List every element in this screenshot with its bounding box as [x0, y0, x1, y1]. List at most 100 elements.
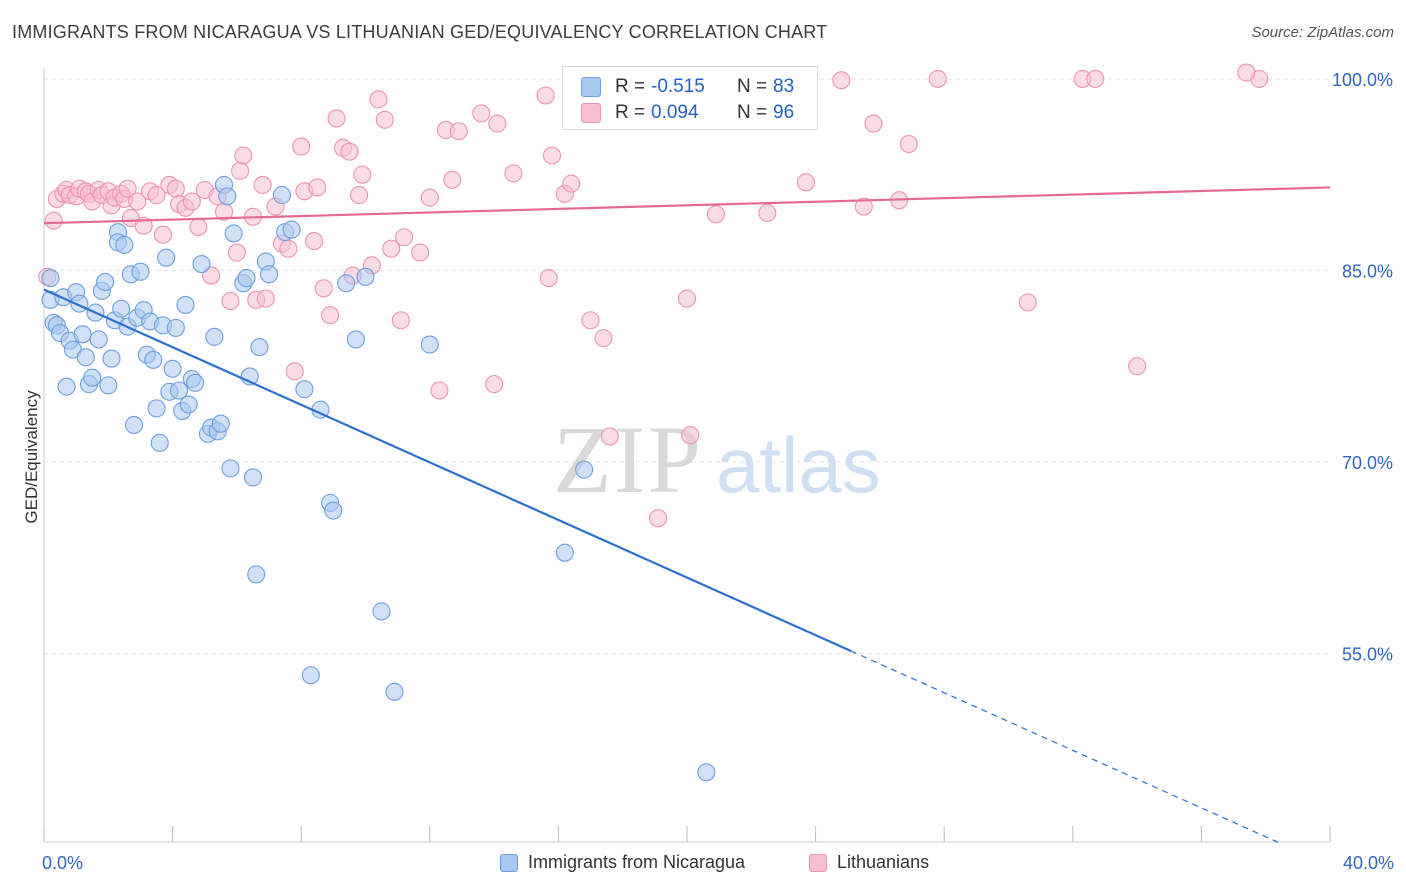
data-point: [147, 186, 166, 205]
data-point: [542, 146, 562, 165]
data-point: [128, 192, 147, 211]
data-point: [166, 179, 185, 198]
data-point: [99, 376, 118, 395]
data-point: [356, 267, 375, 286]
y-tick-label: 55.0%: [1342, 645, 1393, 665]
stats-r-value: -0.515: [651, 76, 705, 97]
data-point: [256, 289, 275, 308]
watermark-atlas: atlas: [716, 421, 881, 509]
data-point: [96, 272, 115, 291]
y-tick-label: 70.0%: [1342, 453, 1393, 473]
data-point: [443, 170, 462, 189]
legend-item-nicaragua[interactable]: Immigrants from Nicaragua: [500, 852, 745, 873]
data-point: [375, 110, 394, 129]
data-point: [353, 165, 372, 184]
data-point: [231, 161, 250, 180]
trend-lines: [43, 186, 1331, 845]
data-point: [581, 311, 600, 330]
data-point: [301, 666, 320, 685]
data-point: [305, 232, 324, 251]
data-point: [337, 274, 356, 293]
data-point: [144, 350, 163, 369]
data-point: [115, 235, 134, 254]
data-point: [41, 269, 60, 288]
data-point: [681, 426, 700, 445]
data-point: [488, 114, 507, 133]
data-point: [562, 174, 581, 193]
y-axis-label: GED/Equivalency: [22, 390, 41, 524]
data-point: [282, 220, 301, 239]
stats-row-pink: R = 0.094 N = 96: [581, 100, 794, 126]
data-point: [189, 217, 208, 237]
data-point: [76, 348, 95, 367]
data-point: [279, 239, 298, 258]
data-point: [182, 192, 201, 211]
data-point: [706, 205, 725, 224]
data-point: [44, 211, 63, 230]
data-point: [221, 459, 240, 478]
data-point: [854, 197, 873, 216]
data-point: [382, 239, 401, 258]
watermark: ZIP atlas: [553, 406, 881, 513]
data-point: [324, 501, 343, 520]
stats-n-label: N =: [737, 76, 768, 97]
data-point: [539, 269, 558, 288]
data-point: [649, 509, 668, 528]
data-point: [1237, 63, 1256, 82]
data-point: [227, 243, 246, 262]
data-point: [391, 311, 410, 330]
data-point: [796, 173, 816, 192]
data-point: [211, 414, 230, 433]
data-point: [131, 262, 150, 281]
data-point: [153, 225, 173, 244]
data-point: [864, 114, 883, 133]
legend-item-lithuanians[interactable]: Lithuanians: [809, 852, 929, 873]
trend-line-nicaragua: [43, 288, 852, 652]
data-point: [272, 186, 291, 205]
data-point: [285, 362, 304, 381]
data-point: [395, 228, 414, 247]
legend-swatch-blue: [500, 853, 518, 872]
data-point: [1086, 69, 1105, 88]
data-point: [192, 255, 211, 274]
data-point: [372, 602, 391, 621]
y-tick-labels: 55.0% 70.0% 85.0% 100.0%: [1332, 70, 1393, 665]
data-point: [928, 69, 947, 88]
data-point: [350, 186, 369, 205]
data-point: [321, 306, 340, 325]
stats-r-label: R =: [615, 76, 646, 97]
stats-n-value: 96: [773, 102, 795, 123]
data-point: [224, 224, 243, 243]
stats-swatch-pink: [581, 103, 601, 123]
data-point: [899, 134, 918, 154]
data-point: [247, 565, 266, 584]
data-point: [327, 109, 346, 128]
data-point: [112, 299, 131, 318]
legend-label: Immigrants from Nicaragua: [528, 852, 746, 872]
data-point: [536, 86, 555, 105]
data-point: [600, 427, 619, 446]
data-point: [504, 164, 523, 183]
series-nicaragua: [41, 175, 716, 782]
data-point: [179, 395, 198, 414]
data-point: [243, 468, 263, 487]
data-point: [157, 248, 176, 267]
y-tick-label: 100.0%: [1332, 70, 1393, 90]
data-point: [169, 381, 189, 400]
data-point: [218, 187, 237, 206]
data-point: [1018, 293, 1037, 312]
data-point: [83, 368, 102, 387]
stats-row-blue: R = -0.515 N = 83: [581, 74, 794, 100]
data-point: [221, 292, 240, 311]
stats-swatch-blue: [581, 77, 601, 97]
trend-line-lithuanians: [43, 186, 1331, 225]
data-point: [124, 415, 144, 435]
data-point: [485, 375, 504, 394]
stats-n-label: N =: [737, 102, 768, 123]
legend-swatch-pink: [809, 853, 827, 872]
stats-legend: R = -0.515 N = 83 R = 0.094 N = 96: [562, 66, 818, 130]
x-tick-label-max: 40.0%: [1342, 853, 1394, 873]
data-point: [430, 381, 449, 400]
data-point: [697, 763, 716, 782]
